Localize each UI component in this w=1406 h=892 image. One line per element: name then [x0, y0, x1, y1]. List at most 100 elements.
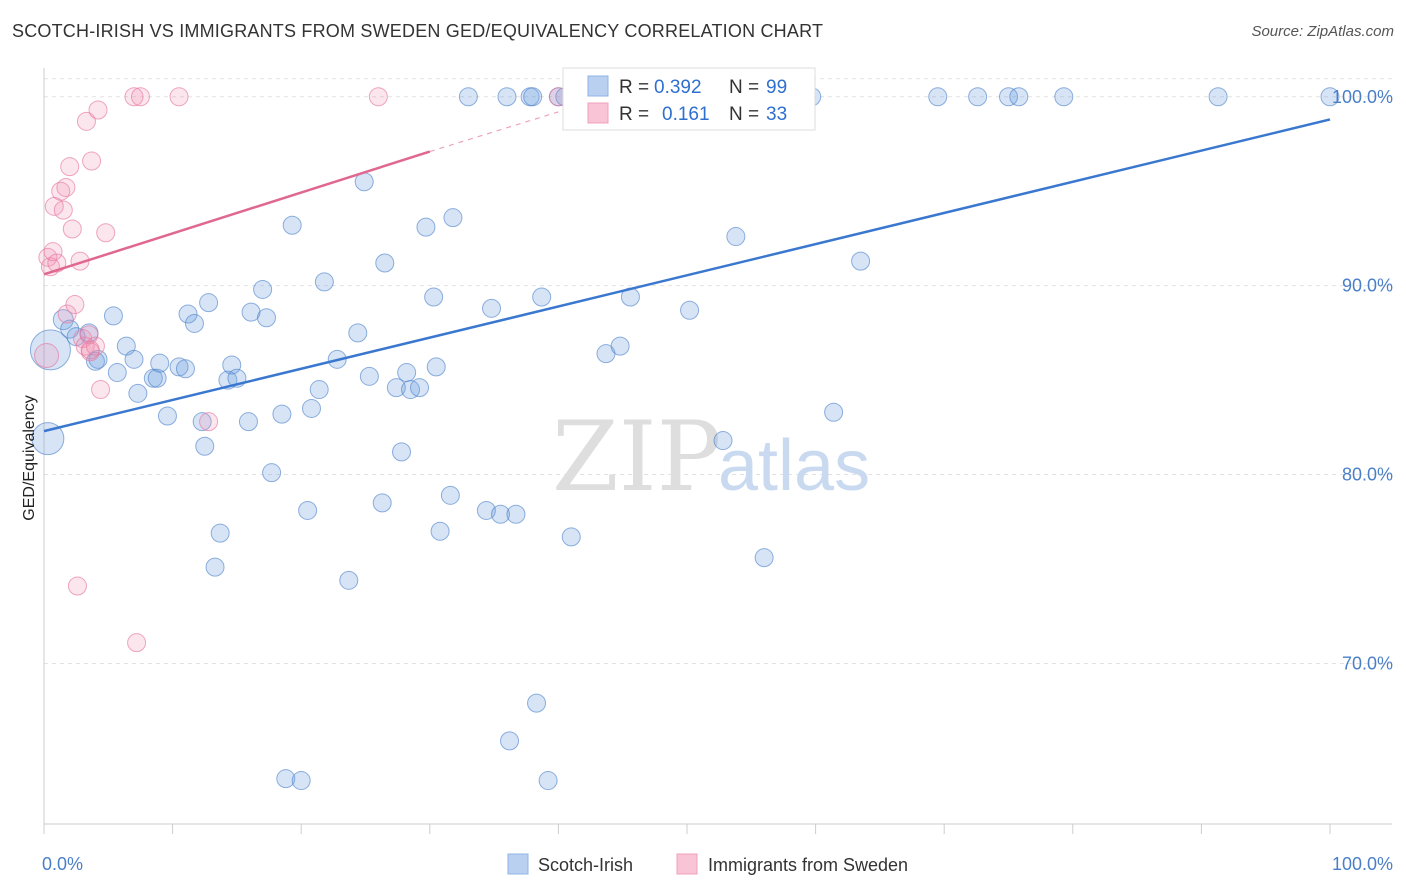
sweden-point	[75, 336, 95, 356]
scotch-irish-point	[178, 304, 198, 324]
scotch-irish-point	[610, 336, 630, 356]
scotch-irish-point	[754, 548, 774, 568]
sweden-point	[34, 343, 60, 369]
scotch-irish-point	[107, 363, 127, 383]
y-tick-label: 80.0%	[1342, 465, 1393, 485]
scotch-irish-point	[482, 298, 502, 318]
scotch-irish-point	[523, 87, 543, 107]
scotch-irish-point	[372, 493, 392, 513]
scotch-irish-point	[500, 731, 520, 751]
legend-n-label-1: N =	[729, 77, 759, 98]
y-axis-label: GED/Equivalency	[21, 395, 38, 520]
scotch-irish-point	[128, 383, 148, 403]
scotch-irish-point	[1009, 87, 1029, 107]
scotch-irish-point	[1320, 87, 1340, 107]
scotch-irish-point	[1208, 87, 1228, 107]
sweden-point	[169, 87, 189, 107]
scotch-irish-point	[169, 357, 189, 377]
scotch-irish-point	[680, 300, 700, 320]
scotch-irish-point	[238, 412, 258, 432]
grid-lines	[44, 78, 1392, 664]
scotch-irish-point	[157, 406, 177, 426]
sweden-point	[88, 100, 108, 120]
legend-n-value-1: 99	[766, 77, 787, 98]
x-tick-label-max: 100.0%	[1332, 854, 1393, 874]
bottom-legend: Scotch-Irish Immigrants from Sweden	[507, 853, 908, 875]
scotch-irish-point	[291, 771, 311, 791]
scotch-irish-point	[491, 504, 511, 524]
sweden-point	[130, 87, 150, 107]
scotch-irish-point	[538, 771, 558, 791]
scotch-irish-point	[31, 422, 65, 456]
watermark-atlas: atlas	[718, 426, 870, 506]
scotch-irish-point	[424, 287, 444, 307]
sweden-point	[368, 87, 388, 107]
sweden-point	[60, 157, 80, 177]
sweden-point	[56, 177, 76, 197]
legend-n-label-2: N =	[729, 104, 759, 125]
scotch-irish-point	[272, 404, 292, 424]
trend-line-sweden	[43, 150, 431, 276]
scotch-irish-point	[103, 306, 123, 326]
sweden-point	[127, 633, 147, 653]
sweden-point	[67, 576, 87, 596]
scotch-irish-point	[726, 227, 746, 247]
bottom-legend-label-scotch-irish: Scotch-Irish	[538, 855, 633, 875]
scotch-irish-point	[851, 251, 871, 271]
scotch-irish-point	[416, 217, 436, 237]
legend-n-value-2: 33	[766, 104, 787, 125]
scotch-irish-point	[824, 402, 844, 422]
legend-box: R = 0.392 N = 99 R = 0.161 N = 33	[562, 67, 816, 131]
axes	[43, 68, 1392, 834]
scotch-irish-point	[199, 293, 219, 313]
scotch-irish-point	[175, 359, 195, 379]
chart-title: SCOTCH-IRISH VS IMMIGRANTS FROM SWEDEN G…	[12, 21, 824, 41]
y-tick-label: 100.0%	[1332, 87, 1393, 107]
sweden-point	[82, 151, 102, 171]
scotch-irish-point	[397, 363, 417, 383]
legend-r-value-2: 0.161	[662, 104, 710, 125]
sweden-point	[199, 412, 219, 432]
y-tick-label: 90.0%	[1342, 276, 1393, 296]
scotch-irish-point	[150, 353, 170, 373]
watermark-zip: ZIP	[552, 401, 721, 513]
sweden-point	[53, 200, 73, 220]
sweden-point	[43, 242, 63, 262]
trend-line-sweden-extension	[429, 111, 559, 153]
scotch-irish-point	[192, 412, 212, 432]
y-tick-labels: 70.0% 80.0% 90.0% 100.0%	[1332, 87, 1393, 674]
scotch-irish-point	[359, 366, 379, 386]
scotch-irish-point	[497, 87, 517, 107]
scotch-irish-point	[532, 287, 552, 307]
scotch-irish-point	[301, 398, 321, 418]
sweden-point	[62, 219, 82, 239]
scotch-irish-point	[713, 431, 733, 451]
sweden-point	[57, 304, 77, 324]
watermark: ZIP atlas	[552, 401, 870, 513]
sweden-point	[76, 111, 96, 131]
legend-r-label-2: R =	[619, 104, 649, 125]
y-tick-label: 70.0%	[1342, 653, 1393, 673]
scotch-irish-point	[85, 351, 105, 371]
scotch-irish-point	[256, 308, 276, 328]
scotch-irish-point	[60, 319, 80, 339]
scotch-irish-point	[276, 769, 296, 789]
x-tick-labels: 0.0% 100.0%	[42, 854, 1393, 874]
scotch-irish-point	[1054, 87, 1074, 107]
scotch-irish-point	[458, 87, 478, 107]
scotch-irish-point	[309, 380, 329, 400]
scotch-irish-point	[506, 504, 526, 524]
scotch-irish-point	[195, 436, 215, 456]
sweden-point	[80, 340, 100, 360]
scotch-irish-point	[440, 485, 460, 505]
scotch-irish-point	[527, 693, 547, 713]
sweden-point	[91, 380, 111, 400]
scotch-irish-point	[253, 279, 273, 299]
scotch-irish-point	[339, 570, 359, 590]
legend-r-label-1: R =	[619, 77, 649, 98]
scotch-irish-point	[430, 521, 450, 541]
bottom-legend-swatch-pink	[676, 853, 698, 875]
scotch-irish-point	[392, 442, 412, 462]
sweden-point	[79, 325, 99, 345]
